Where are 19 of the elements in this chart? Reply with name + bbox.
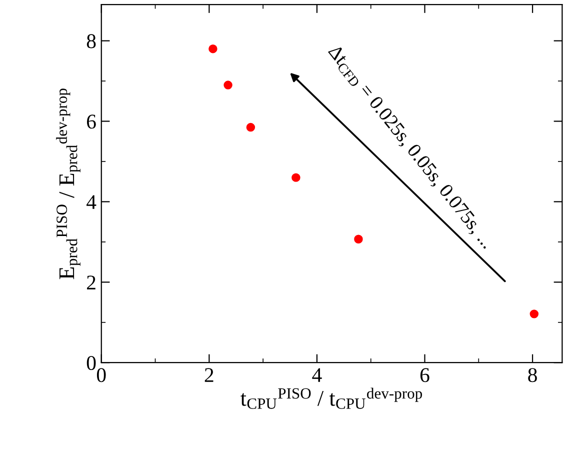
x-tick-label: 0 (96, 368, 106, 382)
y-tick-label: 0 (86, 356, 96, 370)
point (246, 122, 256, 132)
x-tick-label: 2 (204, 368, 214, 382)
y-tick-label: 6 (86, 114, 96, 129)
y-tick-label: 8 (86, 34, 96, 48)
x-axis-title: t$_{CPU}$$^{PISO}$ / t$_{CPU}$$^{dev-prop}$ (240, 388, 422, 409)
point (292, 173, 300, 182)
point (224, 80, 232, 90)
x-tick-label: 8 (528, 368, 537, 382)
point (354, 234, 363, 244)
point (208, 44, 218, 54)
y-tick-label: 2 (87, 276, 96, 290)
y-axis-title: E$_{pred}$$^{PISO}$ / E$_{pred}$$^{dev-prop}$ (56, 88, 80, 280)
annotation: Δt$_{CFD}$ = 0.025s, 0.05s, 0.075s, ... (326, 44, 495, 251)
x-tick-label: 4 (312, 368, 322, 382)
point (530, 310, 539, 318)
y-tick-label: 4 (86, 195, 96, 209)
x-tick-label: 6 (420, 368, 430, 382)
